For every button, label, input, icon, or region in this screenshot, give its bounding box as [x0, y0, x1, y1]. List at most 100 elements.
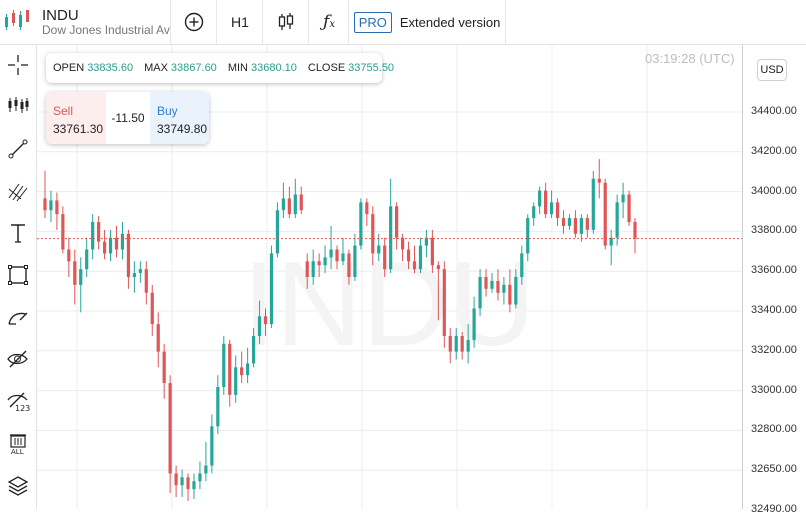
- candle-body[interactable]: [216, 387, 220, 427]
- candle-body[interactable]: [228, 343, 232, 395]
- candle-body[interactable]: [168, 383, 172, 474]
- candle-body[interactable]: [377, 245, 381, 254]
- candle-body[interactable]: [526, 218, 530, 254]
- candle-body[interactable]: [436, 265, 440, 270]
- candle-body[interactable]: [246, 363, 250, 376]
- candle-body[interactable]: [120, 233, 125, 250]
- candle-body[interactable]: [538, 190, 542, 207]
- text-tool[interactable]: [4, 219, 32, 247]
- candle-body[interactable]: [615, 202, 619, 238]
- candle-body[interactable]: [108, 237, 113, 254]
- candle-body[interactable]: [79, 269, 83, 285]
- candle-body[interactable]: [198, 473, 202, 482]
- add-symbol-button[interactable]: [170, 0, 217, 44]
- indicators-tool[interactable]: [4, 91, 32, 119]
- candle-body[interactable]: [305, 261, 309, 277]
- candlestick-chart[interactable]: INDU: [37, 45, 742, 509]
- candle-body[interactable]: [460, 335, 464, 352]
- candle-body[interactable]: [627, 194, 631, 223]
- candle-body[interactable]: [472, 308, 476, 340]
- candle-body[interactable]: [591, 178, 595, 230]
- fibonacci-tool[interactable]: [4, 177, 32, 205]
- candle-body[interactable]: [91, 222, 95, 250]
- sell-button[interactable]: Sell 33761.30: [46, 92, 106, 144]
- candle-body[interactable]: [544, 190, 548, 215]
- candle-body[interactable]: [532, 206, 536, 219]
- candle-body[interactable]: [424, 237, 429, 246]
- candle-body[interactable]: [323, 257, 327, 266]
- crosshair-tool[interactable]: [4, 51, 32, 79]
- candle-body[interactable]: [204, 465, 208, 474]
- currency-button[interactable]: USD: [757, 59, 787, 81]
- candle-body[interactable]: [400, 237, 405, 250]
- candle-body[interactable]: [49, 200, 53, 211]
- candle-body[interactable]: [144, 269, 148, 293]
- candle-body[interactable]: [430, 237, 434, 266]
- candle-body[interactable]: [293, 194, 297, 215]
- candle-body[interactable]: [287, 198, 291, 215]
- candle-body[interactable]: [341, 253, 345, 262]
- candle-body[interactable]: [222, 343, 226, 387]
- candle-body[interactable]: [275, 210, 280, 254]
- candle-body[interactable]: [263, 316, 268, 325]
- candle-body[interactable]: [514, 277, 518, 305]
- candle-body[interactable]: [353, 245, 357, 277]
- candle-body[interactable]: [585, 218, 589, 230]
- candle-body[interactable]: [67, 249, 71, 262]
- candle-body[interactable]: [162, 351, 166, 384]
- candle-body[interactable]: [347, 253, 351, 277]
- indicators-fx-button[interactable]: ƒx: [308, 0, 349, 44]
- extended-version-button[interactable]: PRO Extended version: [348, 0, 506, 44]
- trendline-tool[interactable]: [4, 135, 32, 163]
- candle-body[interactable]: [573, 218, 578, 234]
- candle-body[interactable]: [466, 339, 470, 352]
- measure-tool[interactable]: 123: [4, 387, 32, 415]
- buy-button[interactable]: Buy 33749.80: [150, 92, 209, 144]
- candle-body[interactable]: [359, 202, 363, 246]
- candle-body[interactable]: [418, 245, 423, 270]
- candle-body[interactable]: [192, 481, 196, 490]
- layers-tool[interactable]: [4, 471, 32, 499]
- symbol-ticker[interactable]: INDU: [42, 7, 79, 24]
- candle-body[interactable]: [73, 261, 77, 285]
- price-axis[interactable]: 34400.00 34200.00 34000.00 33800.00 33600.00…: [742, 45, 806, 515]
- candle-body[interactable]: [156, 324, 160, 352]
- candle-body[interactable]: [138, 269, 142, 274]
- candle-body[interactable]: [389, 206, 393, 270]
- candle-body[interactable]: [150, 292, 154, 325]
- candle-body[interactable]: [180, 477, 184, 486]
- candle-body[interactable]: [549, 202, 554, 215]
- candle-body[interactable]: [132, 273, 136, 277]
- rectangle-tool[interactable]: [4, 261, 32, 289]
- candle-body[interactable]: [496, 280, 500, 293]
- candle-body[interactable]: [61, 214, 65, 250]
- delete-all-tool[interactable]: ALL: [4, 429, 32, 457]
- candle-body[interactable]: [371, 214, 375, 254]
- candle-body[interactable]: [508, 284, 512, 305]
- chart-type-button[interactable]: [262, 0, 309, 44]
- candle-body[interactable]: [478, 277, 482, 309]
- candle-body[interactable]: [365, 202, 369, 215]
- candle-body[interactable]: [210, 426, 214, 466]
- candle-body[interactable]: [383, 245, 387, 270]
- candle-body[interactable]: [603, 182, 607, 246]
- candle-body[interactable]: [335, 249, 339, 262]
- candle-body[interactable]: [85, 249, 89, 270]
- candle-body[interactable]: [520, 253, 524, 277]
- candle-body[interactable]: [251, 335, 256, 364]
- candle-body[interactable]: [609, 237, 613, 246]
- candle-body[interactable]: [490, 280, 494, 289]
- candle-body[interactable]: [126, 233, 131, 277]
- hide-drawings-tool[interactable]: [4, 345, 32, 373]
- candle-body[interactable]: [186, 477, 190, 490]
- candle-body[interactable]: [174, 473, 178, 486]
- candle-body[interactable]: [579, 218, 583, 234]
- candle-body[interactable]: [567, 218, 572, 226]
- candle-body[interactable]: [114, 237, 119, 250]
- candle-body[interactable]: [621, 194, 625, 203]
- candle-body[interactable]: [281, 198, 285, 211]
- candle-body[interactable]: [311, 261, 315, 277]
- candle-body[interactable]: [240, 367, 244, 376]
- candle-body[interactable]: [484, 277, 488, 289]
- candle-body[interactable]: [269, 253, 274, 325]
